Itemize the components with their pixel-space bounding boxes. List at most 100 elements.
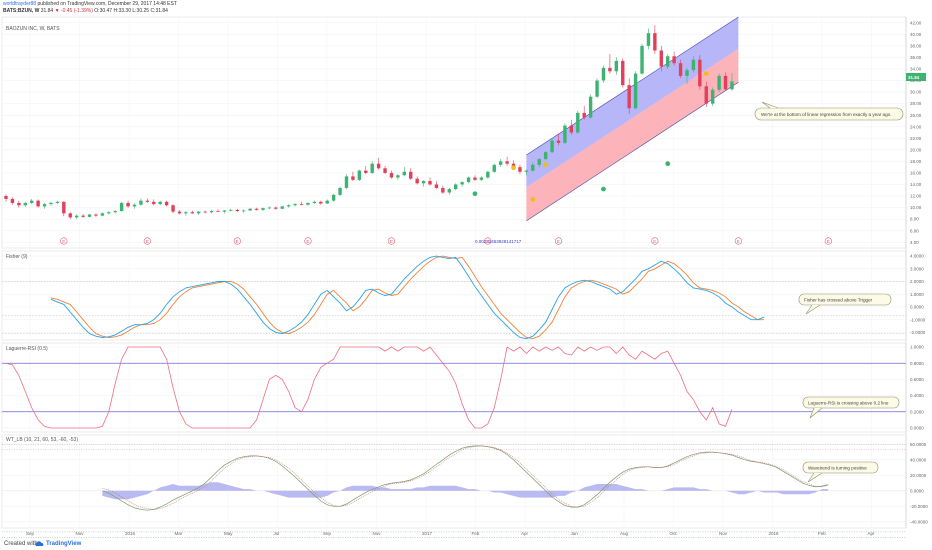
candle	[524, 169, 529, 176]
earnings-marker[interactable]: E	[734, 237, 742, 245]
earnings-marker[interactable]: E	[304, 237, 312, 245]
candle-body	[229, 209, 233, 211]
candle	[685, 67, 689, 84]
candle-body	[23, 202, 27, 206]
candle	[389, 170, 394, 179]
candle-body	[672, 56, 676, 64]
earnings-marker-circle	[554, 237, 563, 245]
earnings-marker[interactable]: E	[484, 237, 492, 245]
x-tick-label: Feb	[818, 531, 826, 536]
earnings-marker[interactable]: E	[143, 237, 151, 245]
regression-lower-line	[526, 82, 739, 222]
signal-dot	[472, 191, 478, 197]
laguerre-title: Laguerre-RSI (0.5)	[6, 346, 48, 352]
y-tick-label: 40.00	[910, 32, 922, 37]
candle	[614, 57, 619, 75]
earnings-marker[interactable]: E	[387, 237, 396, 245]
candle-body	[434, 184, 439, 188]
candle-body	[4, 196, 8, 199]
y-tick-label: 18.00	[910, 159, 922, 164]
published-text: published on TradingView.com, December 2…	[37, 1, 177, 7]
y-tick-label: 20.0000	[910, 473, 927, 478]
pane-frame-0	[1, 16, 907, 249]
candle-body	[646, 33, 651, 46]
candle	[595, 78, 599, 98]
candle-body	[710, 89, 715, 104]
y-tick-label: 0.0000	[910, 488, 924, 493]
y-tick-label: 0.2000	[910, 409, 924, 414]
signal-dot	[511, 165, 516, 171]
candle-body	[524, 170, 529, 172]
price-label-text: 31.84	[908, 75, 920, 80]
candle	[428, 177, 432, 186]
candle-body	[537, 159, 541, 165]
x-tick-label: Mar	[175, 531, 183, 536]
candle	[351, 171, 355, 182]
price-change: -0.45 (-1.39%)	[60, 8, 93, 14]
candle	[601, 65, 606, 83]
candle-body	[42, 204, 47, 207]
wt-annotation: Wavetrend is turning positive	[802, 461, 879, 483]
cloud-icon	[35, 541, 44, 546]
candle-body	[498, 161, 503, 165]
candle-body	[396, 175, 400, 178]
candle	[23, 201, 27, 207]
last-price: 31.84	[40, 8, 54, 14]
regression-lower-band	[526, 48, 739, 221]
candle	[10, 197, 15, 205]
earnings-marker[interactable]: E	[651, 237, 659, 245]
symbol-line: BATS:BZUN, W	[3, 8, 40, 14]
candle	[717, 73, 721, 93]
regression-label: 0.00232453929141717	[475, 239, 522, 244]
y-tick-label: 1.0000	[910, 292, 924, 297]
chart-header: worldtrayder88 published on TradingView.…	[0, 0, 932, 16]
candle	[113, 209, 117, 214]
candle	[177, 209, 182, 215]
candle-body	[582, 112, 586, 118]
fisher-title: Fisher (9)	[6, 254, 28, 260]
pane-frame-2	[1, 342, 907, 433]
candle	[248, 208, 252, 212]
y-tick-label: 4.00	[910, 240, 919, 245]
candle-body	[299, 204, 304, 205]
wt1-line	[102, 445, 829, 511]
candle-body	[550, 140, 554, 153]
earnings-marker[interactable]: E	[60, 237, 68, 245]
candle-body	[29, 200, 34, 203]
candle	[556, 133, 561, 146]
candle	[338, 186, 342, 197]
y-tick-label: 40.0000	[910, 457, 927, 462]
candle-body	[543, 152, 548, 160]
earnings-marker[interactable]: E	[554, 237, 563, 245]
x-tick-label: Apr	[521, 531, 529, 536]
y-tick-label: 14.00	[910, 182, 922, 187]
x-tick-label: 2017	[422, 531, 433, 536]
candle-body	[473, 177, 477, 180]
candle	[550, 138, 554, 154]
candle	[209, 209, 214, 214]
candle-body	[421, 181, 426, 184]
candle-body	[479, 177, 484, 180]
candle-body	[460, 182, 464, 185]
earnings-marker[interactable]: E	[233, 237, 241, 245]
candle	[306, 202, 310, 206]
x-tick-label: Nov	[373, 531, 382, 536]
candle-body	[376, 163, 381, 169]
y-tick-label: 10.00	[910, 205, 922, 210]
candle	[164, 200, 169, 207]
author-link[interactable]: worldtrayder88	[3, 1, 37, 7]
candle-body	[312, 201, 317, 203]
candle-body	[81, 215, 85, 217]
candle	[396, 174, 400, 180]
candle	[479, 176, 484, 182]
tradingview-logo[interactable]: TradingView	[34, 540, 81, 548]
candle-body	[601, 67, 606, 81]
y-tick-label: 38.00	[910, 43, 922, 48]
regression-upper-line	[526, 16, 739, 156]
candle	[280, 205, 284, 210]
candle-body	[190, 212, 195, 214]
candle-body	[216, 211, 220, 212]
y-tick-label: 3.0000	[910, 266, 924, 271]
earnings-marker[interactable]: E	[824, 237, 832, 245]
